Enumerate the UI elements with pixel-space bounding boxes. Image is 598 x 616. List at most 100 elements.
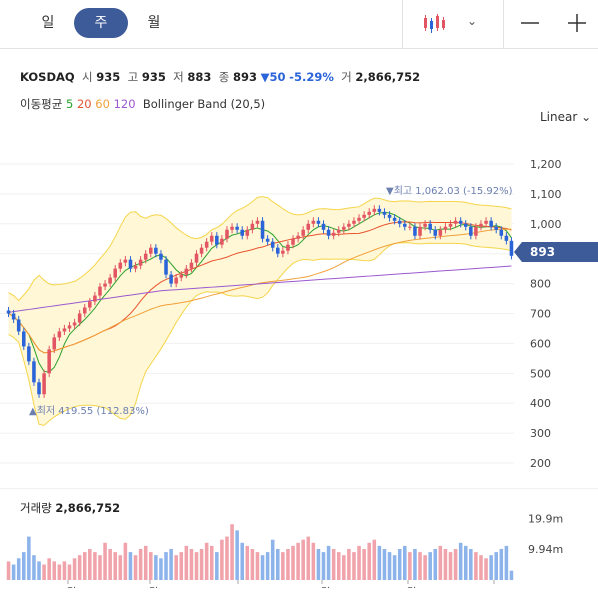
close-label: 종: [218, 70, 230, 84]
volume-bar: [113, 552, 117, 580]
volume-bar: [499, 549, 504, 580]
candle-body: [281, 250, 285, 254]
candle-body: [240, 229, 244, 236]
volume-bar: [6, 561, 11, 580]
current-price-tag: 893: [514, 242, 598, 262]
volume-bar: [230, 524, 234, 580]
candle-body: [67, 325, 72, 329]
volume-bar: [169, 549, 173, 580]
bollinger-label[interactable]: Bollinger Band (20,5): [142, 97, 266, 111]
volume-bar: [403, 545, 407, 580]
candle-body: [408, 226, 412, 228]
candle-body: [494, 226, 498, 230]
volume-bar: [479, 555, 483, 580]
volume-bar: [62, 561, 67, 580]
volume-bar: [265, 552, 270, 580]
ma-120: 120: [113, 97, 136, 111]
candle-body: [6, 310, 11, 314]
volume-bar: [93, 552, 97, 580]
candle-body: [321, 223, 326, 230]
tab-week[interactable]: 주: [74, 8, 128, 38]
volume-bar: [296, 542, 300, 580]
candle-body: [220, 238, 224, 245]
volume-bar: [326, 545, 331, 580]
candle-body: [372, 208, 377, 212]
zoom-in-button[interactable]: [562, 8, 592, 38]
candle-body: [403, 223, 407, 227]
x-tick-label: 5월: [59, 586, 76, 588]
volume-bar: [184, 545, 189, 580]
scale-selector[interactable]: Linear ⌄: [540, 110, 592, 124]
volume-bar: [382, 549, 387, 580]
chevron-down-icon: ⌄: [467, 14, 478, 28]
tab-day[interactable]: 일: [41, 15, 55, 31]
volume-bar: [489, 555, 493, 580]
volume-bar: [245, 545, 250, 580]
volume-bar: [291, 545, 295, 580]
ma-120-line: [8, 265, 512, 313]
volume-bar: [128, 552, 133, 580]
volume-bar: [357, 545, 361, 580]
volume-bar: [504, 545, 509, 580]
candle-body: [98, 286, 102, 296]
candle-body: [108, 277, 112, 284]
volume-title-label: 거래량: [20, 501, 52, 515]
volume-bar: [204, 542, 209, 580]
volume-bar: [215, 552, 219, 580]
volume-title-value: 2,866,752: [55, 501, 121, 515]
candle-body: [22, 331, 26, 347]
candle-body: [362, 214, 366, 218]
volume-bar: [240, 542, 244, 580]
candle-body: [225, 229, 229, 239]
candle-body: [479, 223, 483, 227]
candle-body: [438, 229, 443, 236]
volume-bar: [16, 558, 21, 580]
open-label: 시: [82, 70, 93, 84]
candle-body: [474, 226, 478, 236]
price-chart[interactable]: 1,2001,1001,000900800700600500400300200▼…: [0, 140, 598, 485]
candle-body: [123, 259, 128, 263]
volume-bar: [463, 545, 468, 580]
volume-bar: [77, 555, 82, 580]
candle-body: [179, 274, 184, 278]
candle-body: [159, 253, 163, 260]
candle-body: [326, 229, 331, 236]
y-tick-label: 400: [530, 397, 551, 410]
candle-body: [194, 253, 199, 263]
high-value: 935: [141, 70, 166, 84]
volume-bar: [469, 549, 473, 580]
candle-body: [103, 283, 107, 287]
candle-body: [128, 259, 133, 269]
volume-chart[interactable]: 19.9m 9.94m 5월 9월 2021 5월 9월 2022: [0, 488, 598, 588]
volume-bar: [276, 549, 280, 580]
tab-month[interactable]: 월: [147, 15, 161, 31]
index-name: KOSDAQ: [20, 70, 75, 84]
candle-body: [336, 229, 341, 233]
candle-body: [47, 349, 51, 374]
volume-title: 거래량 2,866,752: [20, 500, 120, 516]
chart-type-selector[interactable]: ⌄: [402, 0, 504, 48]
ma-60: 60: [95, 97, 110, 111]
candle-body: [88, 301, 92, 308]
candle-body: [143, 253, 148, 260]
zoom-out-button[interactable]: [515, 8, 545, 38]
moving-average-label[interactable]: 이동평균: [20, 97, 63, 111]
volume-bar: [138, 549, 143, 580]
volume-bar: [316, 549, 321, 580]
candle-body: [32, 361, 36, 383]
volume-bar: [37, 561, 41, 580]
candle-body: [255, 220, 260, 224]
candle-body: [235, 226, 239, 230]
volume-bar: [377, 545, 382, 580]
candle-body: [382, 211, 387, 215]
volume-bar: [494, 552, 498, 580]
ma-5-line: [8, 211, 512, 373]
y-tick-label: 1,000: [530, 218, 562, 231]
quote-summary: KOSDAQ 시 935 고 935 저 883 종 893 ▼50 -5.29…: [20, 69, 420, 85]
candle-body: [357, 217, 361, 221]
candle-body: [265, 238, 270, 242]
candle-body: [169, 274, 173, 284]
volume-bar: [88, 549, 92, 580]
y-tick-label: 1,100: [530, 188, 562, 201]
candle-body: [138, 259, 143, 266]
